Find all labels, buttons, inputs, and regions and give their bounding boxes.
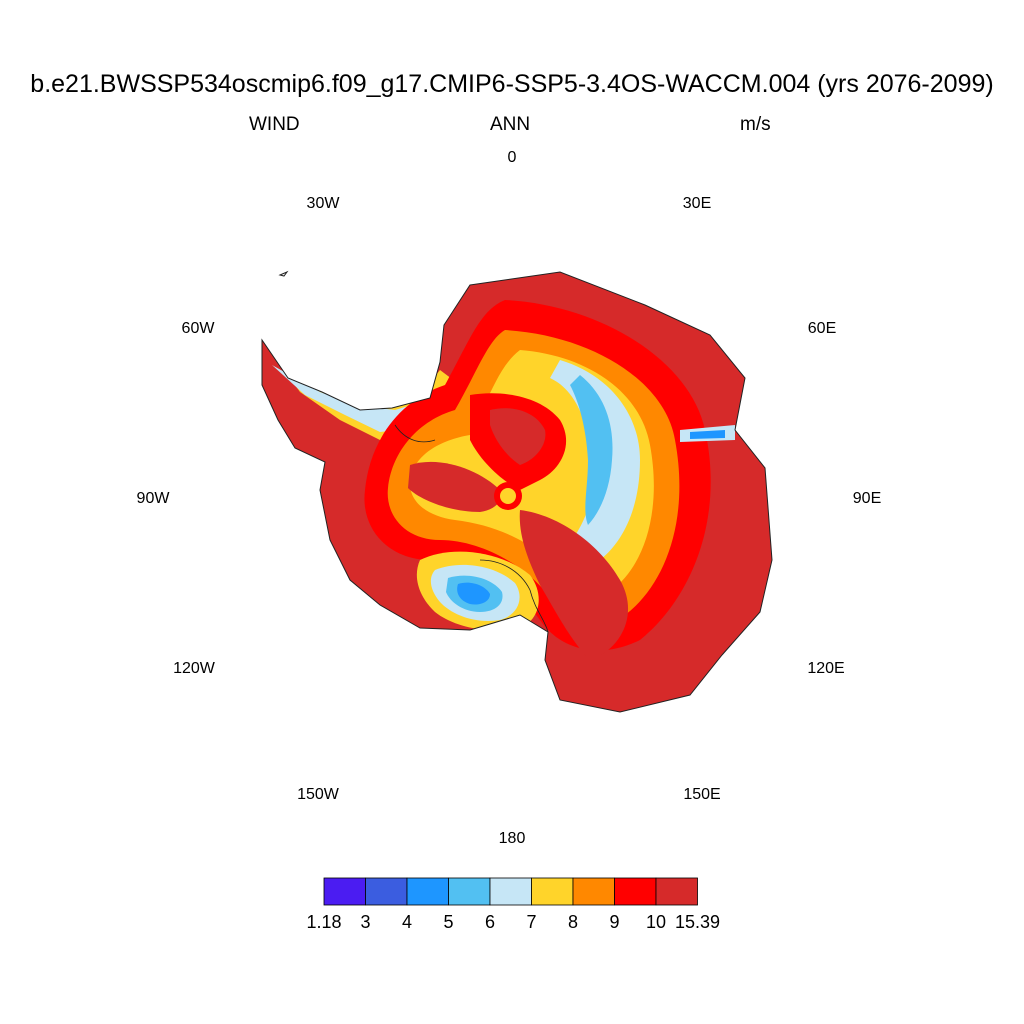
field-pole-center: [500, 488, 516, 504]
field-coastal-strip-inner: [690, 430, 725, 439]
plot-title: b.e21.BWSSP534oscmip6.f09_g17.CMIP6-SSP5…: [30, 70, 994, 98]
lon-label-150e: 150E: [683, 786, 721, 803]
field-band-5-6: [570, 375, 613, 525]
wind-speed-field: [262, 272, 772, 712]
colorbar-label-1: 3: [360, 912, 371, 932]
colorbar: [323, 877, 698, 906]
colorbar-label-7: 9: [609, 912, 620, 932]
colorbar-label-8: 10: [645, 912, 667, 932]
lon-label-90w: 90W: [136, 490, 170, 507]
colorbar-label-6: 8: [567, 912, 579, 932]
colorbar-label-3: 5: [443, 912, 454, 932]
season-label: ANN: [490, 114, 531, 135]
field-arm-west: [408, 461, 502, 512]
colorbar-swatch-3: [448, 877, 491, 906]
coastline: [261, 271, 773, 713]
colorbar-label-2: 4: [401, 912, 413, 932]
field-band-4-5-south: [457, 582, 490, 605]
lon-label-90e: 90E: [852, 490, 882, 507]
lon-label-30w: 30W: [306, 195, 340, 212]
lon-label-180: 180: [498, 830, 526, 847]
ice-shelf-outline-1: [394, 424, 436, 443]
colorbar-swatch-1: [365, 877, 408, 906]
lon-label-0: 0: [507, 149, 517, 166]
colorbar-label-5: 7: [526, 912, 537, 932]
colorbar-swatch-8: [655, 877, 698, 906]
colorbar-swatch-4: [489, 877, 532, 906]
lon-label-60w: 60W: [181, 320, 215, 337]
colorbar-label-4: 6: [484, 912, 496, 932]
colorbar-swatch-6: [572, 877, 615, 906]
ice-shelf-outline-2: [479, 559, 549, 633]
lon-label-150w: 150W: [297, 786, 339, 803]
field-arm-south: [519, 510, 629, 660]
colorbar-swatch-7: [614, 877, 657, 906]
field-band-6-7-peninsula: [272, 365, 435, 432]
variable-label: WIND: [249, 114, 300, 135]
lon-label-120e: 120E: [807, 660, 845, 677]
units-label: m/s: [740, 114, 771, 135]
colorbar-swatch-0: [323, 877, 366, 906]
colorbar-label-9: 15.39: [674, 912, 721, 932]
colorbar-swatch-2: [406, 877, 449, 906]
colorbar-swatch-5: [531, 877, 574, 906]
field-core-north-inner: [490, 408, 546, 465]
island-outline: [278, 270, 289, 277]
lon-label-30e: 30E: [682, 195, 712, 212]
lon-label-120w: 120W: [173, 660, 215, 677]
colorbar-label-0: 1.18: [306, 912, 342, 932]
lon-label-60e: 60E: [807, 320, 837, 337]
